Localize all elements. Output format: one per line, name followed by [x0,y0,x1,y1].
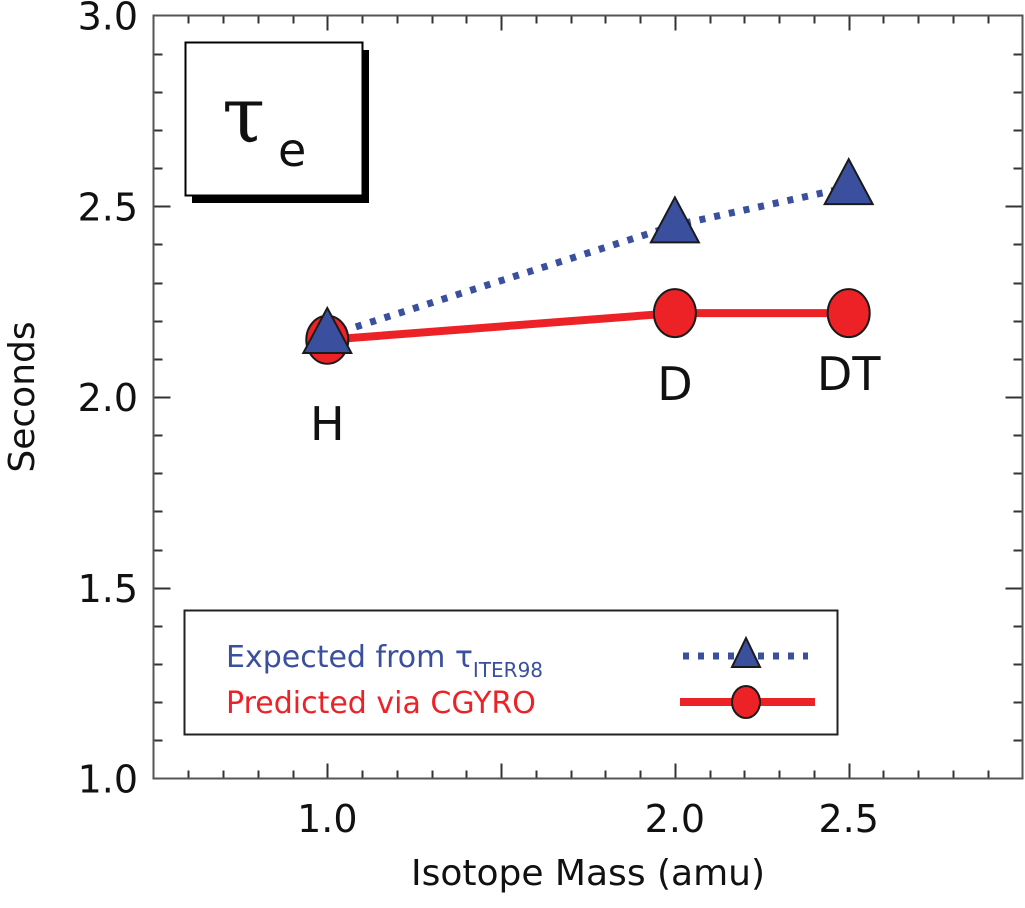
data-point-predicted [826,288,871,339]
y-tick-label: 1.0 [78,758,138,802]
series-line-predicted [326,309,849,344]
y-axis-title: Seconds [2,321,43,472]
axis-ticks [153,15,1023,779]
point-label-h: H [310,397,345,451]
legend-frame [183,609,839,736]
legend: Expected from τITER98 Predicted via CGYR… [183,609,839,736]
chart-title-subscript: e [278,123,306,177]
legend-marker-triangle [730,635,762,668]
series-layer: H D DT [301,157,881,451]
legend-label-predicted-main: Predicted via CGYRO [226,686,536,721]
legend-marker-circle [731,685,761,719]
x-tick-label: 2.0 [645,797,705,841]
plot-frame [152,14,1024,780]
legend-label-expected-subscript: ITER98 [473,658,543,682]
data-point-predicted [652,288,697,339]
point-label-dt: DT [817,347,881,401]
tick-labels: 1.0 2.0 2.5 1.0 1.5 2.0 2.5 3.0 [78,0,879,841]
title-box: τ e [184,41,369,203]
data-point-expected [649,195,701,244]
x-tick-label: 2.5 [818,797,878,841]
y-tick-label: 2.0 [78,376,138,420]
y-tick-label: 1.5 [78,567,138,611]
x-axis-title: Isotope Mass (amu) [411,853,765,894]
chart-title: τ [222,71,265,161]
y-tick-label: 2.5 [78,185,138,229]
data-point-expected [301,305,353,354]
legend-label-predicted: Predicted via CGYRO [226,686,536,721]
x-tick-label: 1.0 [297,797,357,841]
legend-label-expected: Expected from τITER98 [226,640,543,682]
legend-label-expected-main: Expected from τ [226,640,473,675]
title-box-frame [184,41,364,197]
data-point-expected [823,157,875,206]
y-tick-label: 3.0 [78,0,138,39]
point-label-d: D [657,357,692,411]
